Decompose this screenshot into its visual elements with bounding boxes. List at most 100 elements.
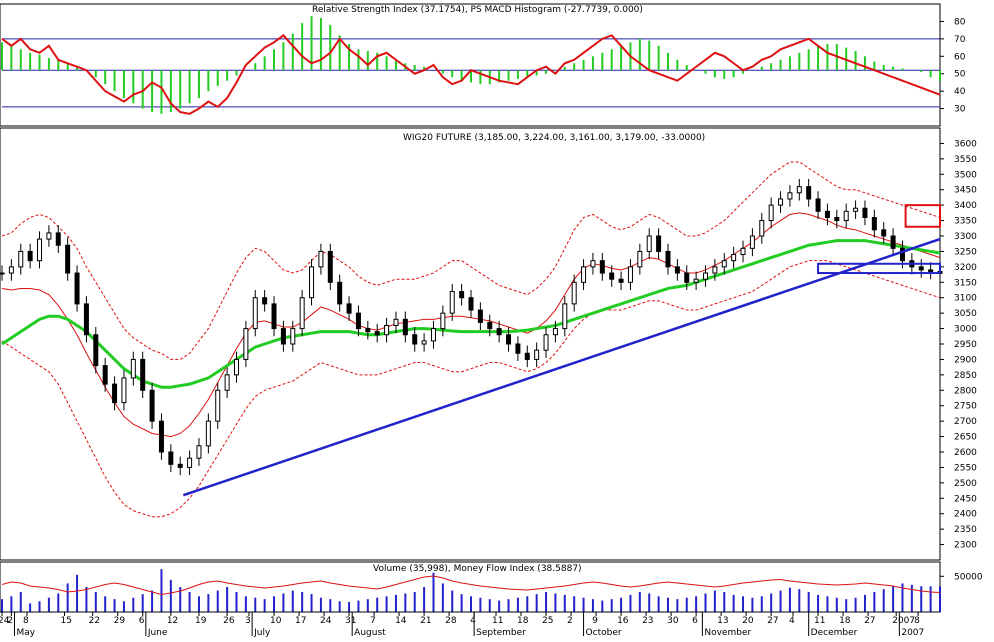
x-day-label: 3 <box>245 616 251 626</box>
x-day-label: 15 <box>61 616 72 626</box>
x-day-label: 8 <box>914 616 920 626</box>
candle-body <box>674 266 680 274</box>
candle-body <box>102 365 108 385</box>
price-ytick-label: 2850 <box>954 371 977 381</box>
x-day-label: 27 <box>767 616 778 626</box>
candle-body <box>468 297 474 311</box>
x-day-label: 18 <box>839 616 851 626</box>
candle-body <box>8 266 14 274</box>
candle-body <box>778 198 784 206</box>
candle-body <box>440 312 446 330</box>
candle-body <box>337 281 343 305</box>
candle-body <box>712 266 718 274</box>
candle-body <box>871 216 877 231</box>
candle-body <box>843 210 849 222</box>
rsi-line <box>1 34 941 115</box>
moving-average-line <box>1 239 941 389</box>
candle-body <box>627 266 633 283</box>
candle-body <box>890 235 896 249</box>
price-ytick-label: 2900 <box>954 355 977 365</box>
candle-body <box>918 266 924 271</box>
rsi-ytick-label: 60 <box>954 52 966 62</box>
candle-body <box>834 216 840 222</box>
candle-body <box>74 272 80 305</box>
candle-body <box>327 250 333 283</box>
x-day-label: 31 <box>345 616 356 626</box>
price-ytick-label: 2300 <box>954 541 977 551</box>
price-ytick-label: 3600 <box>954 139 977 149</box>
x-day-label: 2 <box>7 616 13 626</box>
candle-body <box>346 303 352 314</box>
candle-body <box>815 198 821 212</box>
rsi-macd-panel: 30 40 50 60 70 80 <box>0 3 966 127</box>
candle-body <box>459 291 465 299</box>
x-day-label: 14 <box>395 616 407 626</box>
candle-body <box>881 229 887 237</box>
candle-body <box>581 266 587 283</box>
price-ytick-label: 3400 <box>954 201 977 211</box>
rsi-ytick-label: 80 <box>954 17 966 27</box>
rsi-ytick-label: 50 <box>954 70 966 80</box>
price-ytick-label: 3000 <box>954 325 977 335</box>
x-day-label: 6 <box>692 616 698 626</box>
x-month-label: August <box>354 628 386 638</box>
candle-body <box>721 260 727 268</box>
x-day-label: 21 <box>420 616 431 626</box>
candle-body <box>252 297 258 330</box>
candle-body <box>534 349 540 360</box>
candle-body <box>524 352 530 360</box>
candle-body <box>55 232 61 246</box>
candle-body <box>477 309 483 323</box>
candle-body <box>731 254 737 262</box>
price-ytick-label: 2950 <box>954 340 977 350</box>
price-ytick-label: 3550 <box>954 155 977 165</box>
support-trendline <box>182 237 941 497</box>
price-ytick-label: 3250 <box>954 247 977 257</box>
x-month-label: June <box>147 628 168 638</box>
candle-body <box>646 235 652 252</box>
candle-body <box>37 238 43 262</box>
candle-body <box>65 244 71 274</box>
x-day-label: 10 <box>270 616 282 626</box>
candle-body <box>562 303 568 330</box>
x-day-label: 26 <box>223 616 235 626</box>
candle-body <box>177 463 183 468</box>
x-day-label: 11 <box>492 616 503 626</box>
x-day-label: 20 <box>742 616 754 626</box>
volume-panel: 50000 <box>0 561 983 613</box>
candle-body <box>412 334 418 345</box>
candle-body <box>262 297 268 305</box>
x-day-label: 27 <box>864 616 875 626</box>
candle-body <box>187 457 193 468</box>
rsi-panel-frame <box>0 3 941 127</box>
x-day-label: 13 <box>717 616 728 626</box>
candle-body <box>571 281 577 305</box>
candle-body <box>853 207 859 212</box>
rsi-ytick-label: 40 <box>954 87 966 97</box>
candle-body <box>552 328 558 336</box>
x-month-label: December <box>811 628 858 638</box>
candle-body <box>355 312 361 330</box>
price-ytick-label: 3150 <box>954 278 977 288</box>
rsi-macd-title: Relative Strength Index (37.1754), PS MA… <box>312 5 643 15</box>
candle-body <box>796 186 802 194</box>
candle-body <box>543 334 549 351</box>
candle-body <box>224 374 230 391</box>
support-zone-box <box>817 262 941 275</box>
x-month-label: November <box>704 628 751 638</box>
x-month-label: May <box>17 628 36 638</box>
x-day-label: 25 <box>542 616 553 626</box>
x-day-label: 30 <box>667 616 679 626</box>
candle-body <box>402 318 408 336</box>
candle-body <box>280 328 286 345</box>
candle-body <box>309 266 315 299</box>
x-day-label: 4 <box>470 616 476 626</box>
x-month-label: 2007 <box>901 628 924 638</box>
candle-body <box>656 235 662 252</box>
price-panel-title: WIG20 FUTURE (3,185.00, 3,224.00, 3,161.… <box>403 133 705 143</box>
candle-body <box>140 358 146 391</box>
price-ytick-label: 3050 <box>954 309 977 319</box>
candle-body <box>637 250 643 268</box>
x-day-label: 7 <box>370 616 376 626</box>
